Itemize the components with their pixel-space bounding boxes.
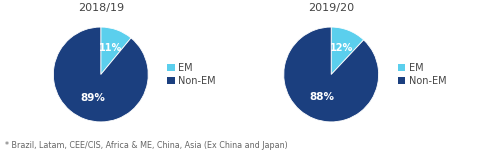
Title: 2018/19: 2018/19 (78, 3, 124, 13)
Wedge shape (331, 27, 364, 74)
Legend: EM, Non-EM: EM, Non-EM (168, 63, 216, 86)
Wedge shape (53, 27, 148, 122)
Legend: EM, Non-EM: EM, Non-EM (398, 63, 446, 86)
Wedge shape (284, 27, 379, 122)
Text: 11%: 11% (99, 43, 122, 53)
Text: 89%: 89% (80, 93, 105, 103)
Text: 12%: 12% (330, 43, 353, 53)
Title: 2019/20: 2019/20 (308, 3, 354, 13)
Text: * Brazil, Latam, CEE/CIS, Africa & ME, China, Asia (Ex China and Japan): * Brazil, Latam, CEE/CIS, Africa & ME, C… (5, 142, 288, 150)
Wedge shape (101, 27, 131, 74)
Text: 88%: 88% (310, 92, 335, 102)
